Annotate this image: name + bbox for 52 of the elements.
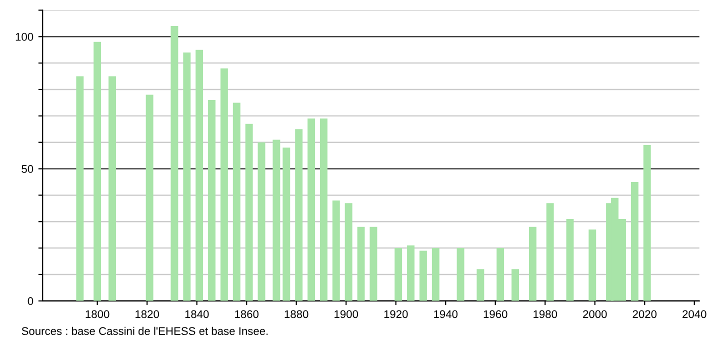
x-tick-label: 2000 [583,310,607,318]
x-tick-label: 1960 [484,310,508,318]
bar [94,42,102,301]
bar [232,102,240,301]
bar [512,269,519,301]
bar [432,248,440,301]
bar [456,248,464,301]
bar [282,148,290,301]
bar [344,203,352,301]
y-tick-label: 100 [16,32,34,41]
x-tick-label: 1860 [235,310,259,318]
bar [528,226,536,301]
y-tick-label: 50 [22,165,34,173]
x-tick-label: 1800 [86,310,110,318]
bar [407,245,415,301]
bar [370,226,378,301]
bar [357,226,365,301]
x-tick-label: 1940 [434,310,458,318]
bar [108,76,116,301]
x-tick-label: 1820 [136,310,160,318]
bar [295,129,303,301]
y-tick-label: 0 [28,297,34,306]
x-tick-label: 1840 [185,310,209,318]
bar [208,100,216,301]
x-tick-label: 1880 [284,310,308,318]
x-tick-label: 1980 [534,310,558,318]
bar [76,76,84,301]
bar [220,68,228,301]
bar [643,144,651,301]
bar [546,203,554,301]
bar [476,269,484,301]
x-tick-label: 2020 [632,310,657,318]
bar [146,94,154,301]
x-tick-label: 2040 [682,310,706,318]
bar [320,118,328,301]
bar [419,250,427,301]
bar [196,50,204,301]
bar [258,142,266,301]
bar [272,140,280,301]
bar [630,182,638,301]
bar [183,52,191,301]
bar [588,230,596,301]
bar [170,26,178,301]
bar [496,248,504,301]
bar [308,118,315,301]
source-note: Sources : base Cassini de l'EHESS et base Insee. [22,326,268,336]
bar [394,248,402,301]
bar [566,218,574,301]
x-tick-label: 1900 [334,310,358,318]
bar [245,124,253,301]
bar [332,200,340,301]
x-tick-label: 1920 [384,310,408,318]
